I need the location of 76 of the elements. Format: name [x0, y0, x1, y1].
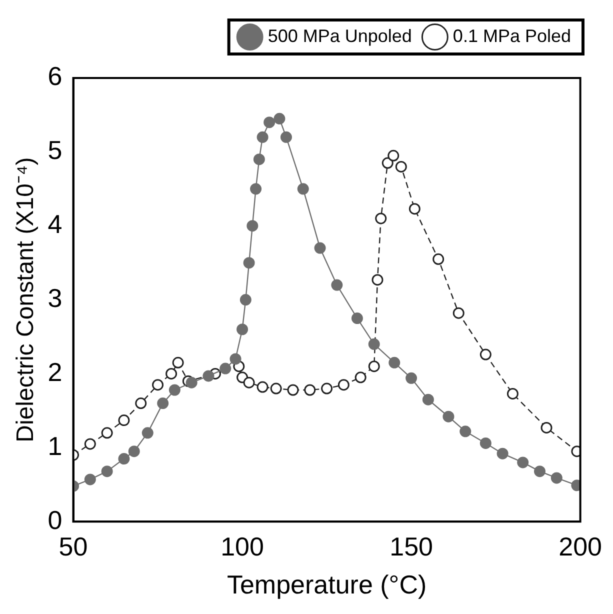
point	[534, 466, 546, 478]
point	[84, 474, 96, 486]
point	[186, 376, 198, 388]
y-tick-label: 3	[48, 282, 62, 313]
point	[172, 356, 184, 368]
point	[372, 274, 384, 286]
point	[517, 456, 529, 468]
x-axis-title: Temperature (°C)	[226, 570, 427, 600]
point	[264, 116, 276, 128]
point	[297, 183, 309, 195]
y-tick-label: 5	[48, 135, 62, 166]
y-tick-label: 6	[48, 61, 62, 92]
legend-label: 500 MPa Unpoled	[268, 26, 412, 46]
x-tick-label: 200	[558, 531, 602, 562]
point	[480, 348, 492, 360]
y-axis-title: Dielectric Constant (X10⁻⁴)	[12, 157, 40, 442]
y-tick-label: 2	[48, 356, 62, 387]
point	[101, 427, 113, 439]
point	[142, 427, 154, 439]
point	[230, 353, 242, 365]
point	[375, 212, 387, 224]
point	[246, 220, 258, 232]
x-tick-label: 150	[390, 531, 433, 562]
point	[287, 384, 299, 396]
point	[256, 131, 268, 143]
point	[84, 438, 96, 450]
point	[243, 376, 255, 388]
point	[166, 368, 178, 380]
point	[331, 279, 343, 291]
point	[338, 379, 350, 391]
point	[395, 160, 407, 172]
point	[250, 183, 262, 195]
point	[128, 446, 140, 458]
point	[388, 356, 400, 368]
point	[274, 112, 286, 124]
point	[354, 372, 366, 384]
point	[368, 360, 380, 372]
point	[253, 154, 265, 166]
point	[452, 307, 464, 319]
point	[168, 384, 180, 396]
point	[540, 422, 552, 434]
point	[368, 338, 380, 350]
point	[157, 398, 169, 410]
y-tick-label: 4	[48, 209, 62, 240]
point	[220, 362, 232, 374]
point	[351, 312, 363, 324]
point	[152, 379, 164, 391]
y-tick-label: 1	[48, 430, 62, 461]
point	[480, 437, 492, 449]
point	[432, 253, 444, 265]
point	[388, 150, 400, 162]
legend-label: 0.1 MPa Poled	[452, 26, 572, 46]
point	[243, 257, 255, 269]
point	[442, 410, 454, 422]
point	[422, 394, 434, 406]
point	[406, 372, 418, 384]
point	[236, 324, 248, 336]
point	[135, 398, 147, 410]
point	[256, 381, 268, 393]
point	[314, 242, 326, 254]
point	[202, 370, 214, 382]
point	[101, 466, 113, 478]
point	[550, 472, 562, 484]
point	[321, 382, 333, 394]
point	[460, 426, 472, 438]
point	[280, 131, 292, 143]
point	[304, 384, 316, 396]
x-tick-label: 100	[220, 531, 264, 562]
point	[382, 157, 394, 169]
point	[118, 414, 130, 426]
point	[240, 294, 252, 306]
point	[118, 453, 130, 465]
point	[270, 382, 282, 394]
point	[506, 388, 518, 400]
point	[496, 448, 508, 460]
point	[408, 203, 420, 215]
